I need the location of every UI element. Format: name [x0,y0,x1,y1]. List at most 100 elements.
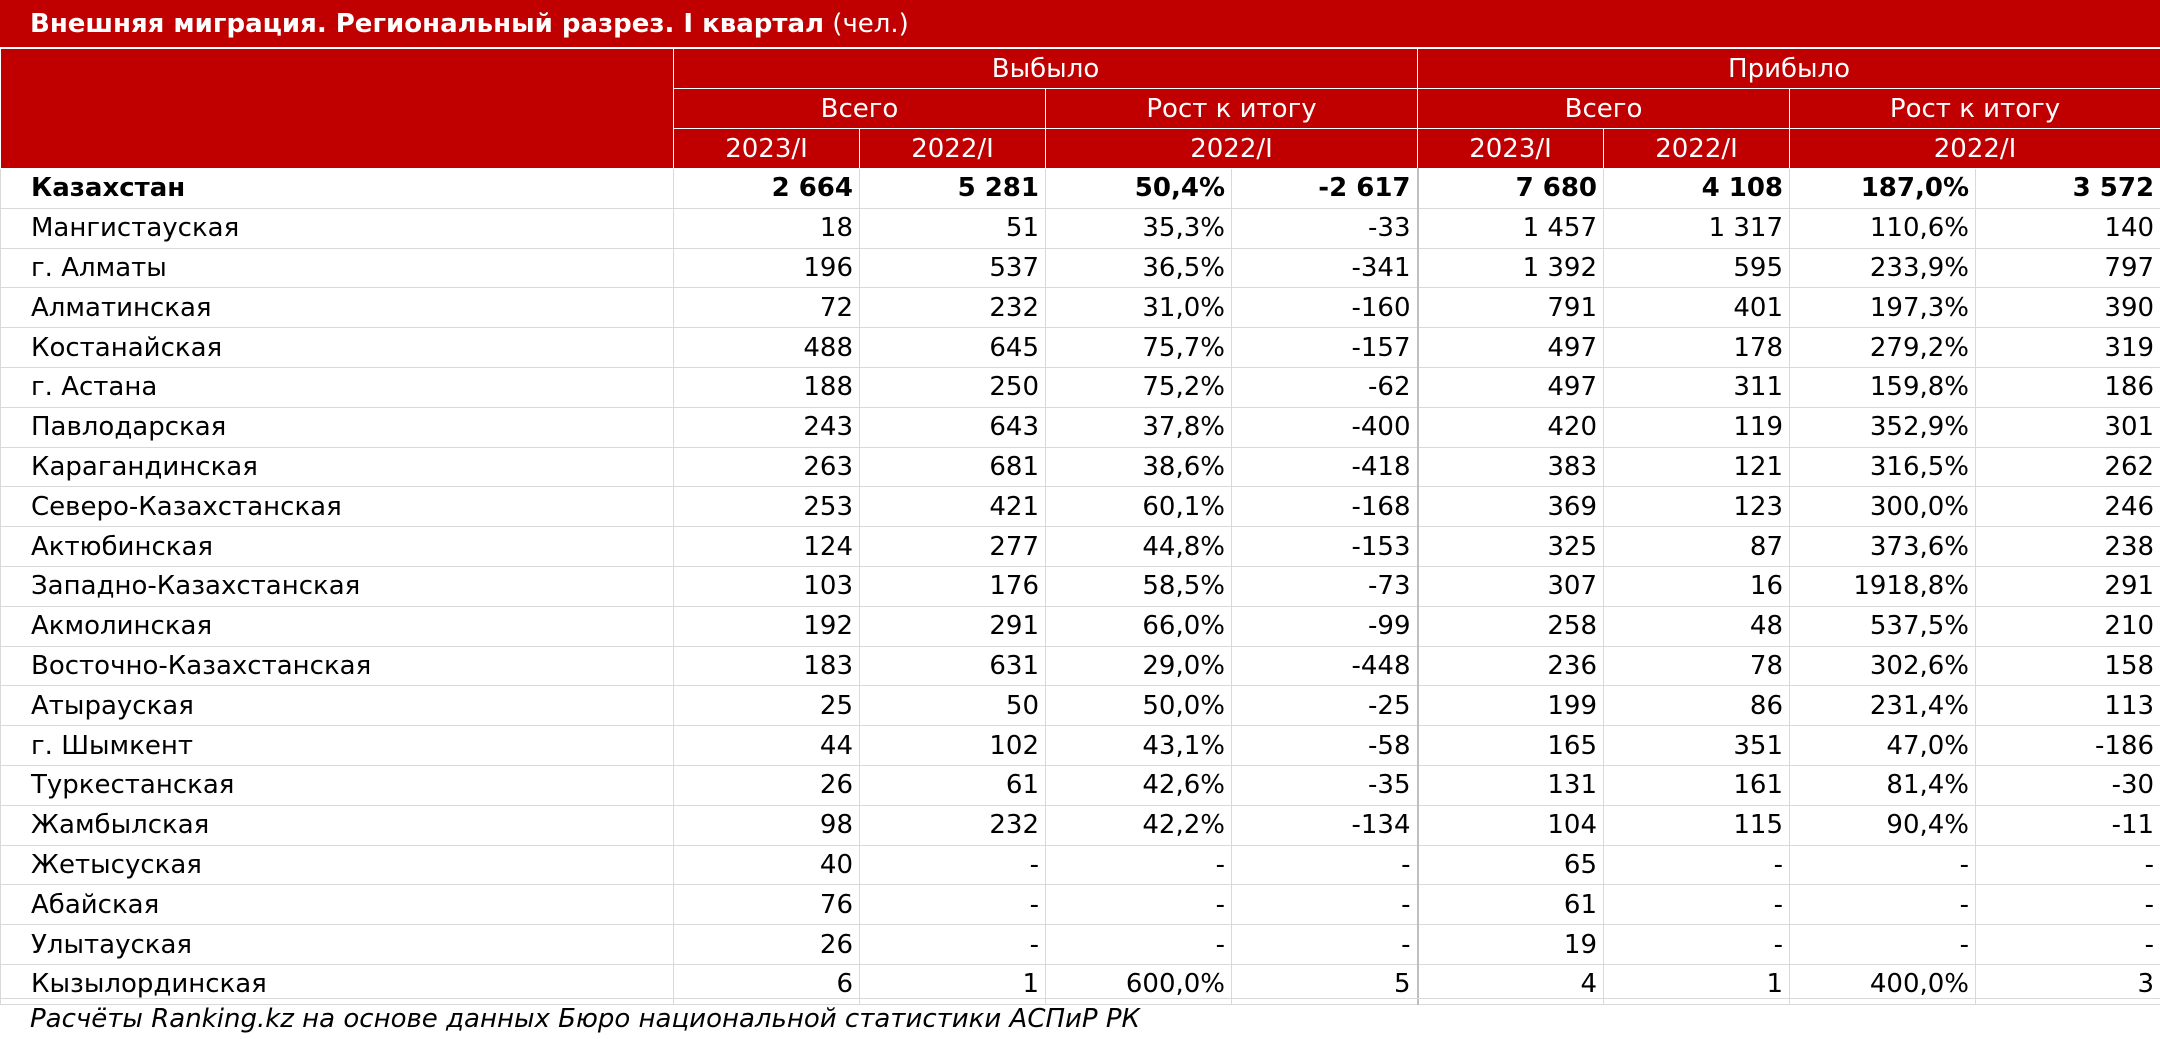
header-group-out: Выбыло [674,49,1418,89]
header-out-growth: Рост к итогу [1046,89,1418,129]
value-cell-in-2022: 121 [1604,447,1790,487]
value-cell-in-2022: 401 [1604,288,1790,328]
value-cell-out-pct: 50,0% [1046,686,1232,726]
region-name-cell: Актюбинская [1,527,674,567]
value-cell-in-pct: 233,9% [1790,248,1976,288]
value-cell-in-2023: 61 [1418,885,1604,925]
value-cell-out-diff: -2 617 [1232,169,1418,209]
value-cell-in-diff: 238 [1976,527,2160,567]
value-cell-out-2023: 188 [674,367,860,407]
value-cell-out-2022: 631 [860,646,1046,686]
region-name-cell: Улытауская [1,925,674,965]
table-title: Внешняя миграция. Региональный разрез. I… [0,0,2160,48]
value-cell-out-diff: -400 [1232,407,1418,447]
value-cell-out-2023: 263 [674,447,860,487]
value-cell-out-2023: 25 [674,686,860,726]
value-cell-out-2022: 232 [860,805,1046,845]
header-corner [1,49,674,169]
value-cell-out-2023: 488 [674,328,860,368]
value-cell-out-2023: 243 [674,407,860,447]
value-cell-in-pct: 197,3% [1790,288,1976,328]
value-cell-in-2023: 1 457 [1418,208,1604,248]
value-cell-in-diff: 210 [1976,606,2160,646]
value-cell-out-diff: -33 [1232,208,1418,248]
value-cell-in-pct: 316,5% [1790,447,1976,487]
value-cell-in-2023: 104 [1418,805,1604,845]
region-name-cell: Северо-Казахстанская [1,487,674,527]
value-cell-out-diff: - [1232,925,1418,965]
value-cell-in-2022: 86 [1604,686,1790,726]
value-cell-in-2023: 497 [1418,328,1604,368]
value-cell-out-diff: - [1232,845,1418,885]
value-cell-in-2023: 165 [1418,726,1604,766]
region-name-cell: Казахстан [1,169,674,209]
value-cell-in-2023: 199 [1418,686,1604,726]
value-cell-in-diff: 262 [1976,447,2160,487]
value-cell-in-2022: 311 [1604,367,1790,407]
value-cell-out-2022: 421 [860,487,1046,527]
value-cell-out-diff: -73 [1232,566,1418,606]
value-cell-in-diff: 158 [1976,646,2160,686]
value-cell-out-2022: 61 [860,765,1046,805]
value-cell-in-2023: 65 [1418,845,1604,885]
value-cell-out-pct: 36,5% [1046,248,1232,288]
value-cell-in-pct: 279,2% [1790,328,1976,368]
value-cell-out-pct: 60,1% [1046,487,1232,527]
value-cell-in-2023: 307 [1418,566,1604,606]
value-cell-in-diff: 319 [1976,328,2160,368]
value-cell-out-2022: 176 [860,566,1046,606]
value-cell-in-2023: 383 [1418,447,1604,487]
value-cell-out-2023: 76 [674,885,860,925]
region-name-cell: г. Алматы [1,248,674,288]
value-cell-in-pct: 110,6% [1790,208,1976,248]
migration-table: Выбыло Прибыло Всего Рост к итогу Всего … [0,48,2160,1005]
value-cell-in-2022: - [1604,845,1790,885]
value-cell-in-2022: 1 317 [1604,208,1790,248]
value-cell-out-2022: 51 [860,208,1046,248]
value-cell-out-pct: 50,4% [1046,169,1232,209]
value-cell-out-2022: 291 [860,606,1046,646]
value-cell-out-diff: -418 [1232,447,1418,487]
value-cell-in-2022: 115 [1604,805,1790,845]
value-cell-in-pct: - [1790,845,1976,885]
value-cell-out-diff: -157 [1232,328,1418,368]
value-cell-out-2023: 26 [674,925,860,965]
value-cell-in-diff: 3 572 [1976,169,2160,209]
value-cell-in-2023: 369 [1418,487,1604,527]
value-cell-in-diff: 797 [1976,248,2160,288]
region-name-cell: Мангистауская [1,208,674,248]
value-cell-in-2022: 4 108 [1604,169,1790,209]
value-cell-out-2023: 72 [674,288,860,328]
value-cell-out-pct: 42,6% [1046,765,1232,805]
header-out-growth-period: 2022/I [1046,129,1418,169]
value-cell-out-diff: -62 [1232,367,1418,407]
value-cell-out-diff: -99 [1232,606,1418,646]
value-cell-in-pct: 537,5% [1790,606,1976,646]
header-in-2022: 2022/I [1604,129,1790,169]
value-cell-out-diff: -448 [1232,646,1418,686]
value-cell-out-diff: -25 [1232,686,1418,726]
value-cell-out-2022: 5 281 [860,169,1046,209]
value-cell-in-2022: - [1604,925,1790,965]
value-cell-in-diff: - [1976,845,2160,885]
value-cell-out-2022: 277 [860,527,1046,567]
value-cell-in-pct: 373,6% [1790,527,1976,567]
value-cell-out-2022: - [860,845,1046,885]
value-cell-in-diff: -186 [1976,726,2160,766]
header-out-2022: 2022/I [860,129,1046,169]
value-cell-out-2023: 103 [674,566,860,606]
value-cell-in-diff: 186 [1976,367,2160,407]
value-cell-out-2022: - [860,925,1046,965]
value-cell-in-2022: 48 [1604,606,1790,646]
value-cell-in-2023: 420 [1418,407,1604,447]
